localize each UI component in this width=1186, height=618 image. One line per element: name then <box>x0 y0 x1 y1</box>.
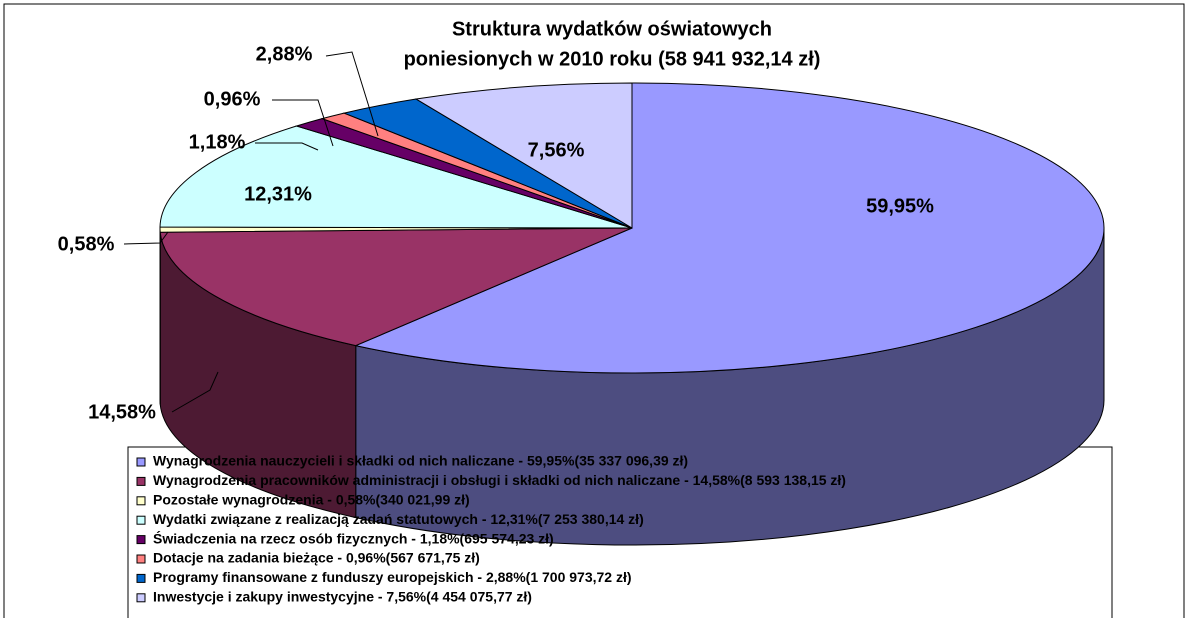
data-label: 59,95% <box>866 195 934 217</box>
leader-line <box>171 371 219 413</box>
data-label: 7,56% <box>528 139 585 161</box>
leader-line <box>123 231 169 245</box>
legend-label: Wynagrodzenia pracowników administracji … <box>153 472 846 488</box>
data-label: 12,31% <box>244 183 312 205</box>
chart-title: poniesionych w 2010 roku (58 941 932,14 … <box>404 48 821 70</box>
legend-label: Programy finansowane z funduszy europejs… <box>153 569 632 585</box>
legend-label: Wynagrodzenia nauczycieli i składki od n… <box>153 453 688 469</box>
legend-marker <box>136 593 146 603</box>
legend-marker <box>136 496 146 506</box>
legend-marker <box>136 515 146 525</box>
data-label: 1,18% <box>189 131 246 153</box>
pie-slice <box>414 82 633 229</box>
leader-line <box>272 99 334 147</box>
pie-slice <box>159 227 633 347</box>
chart-border <box>3 3 1185 618</box>
legend-label: Pozostałe wynagrodzenia - 0,58%(340 021,… <box>153 492 470 508</box>
data-label: 2,88% <box>256 43 313 65</box>
legend-marker <box>136 573 146 583</box>
legend-marker <box>136 535 146 545</box>
data-label: 0,58% <box>58 233 115 255</box>
legend-label: Wydatki związane z realizacją zadań stat… <box>153 511 644 527</box>
legend-marker <box>136 457 146 467</box>
pie-slice <box>159 125 633 229</box>
leader-line <box>325 51 379 137</box>
pie-slice <box>354 82 1105 374</box>
leader-line <box>255 142 319 151</box>
legend-label: Świadczenia na rzecz osób fizycznych - 1… <box>153 529 554 546</box>
legend-label: Inwestycje i zakupy inwestycyjne - 7,56%… <box>153 589 532 605</box>
data-label: 0,96% <box>204 88 261 110</box>
legend-marker <box>136 554 146 564</box>
legend-label: Dotacje na zadania bieżące - 0,96%(567 6… <box>153 550 480 566</box>
chart-title: Struktura wydatków oświatowych <box>452 18 772 40</box>
legend-marker <box>136 476 146 486</box>
data-label: 14,58% <box>88 401 156 423</box>
